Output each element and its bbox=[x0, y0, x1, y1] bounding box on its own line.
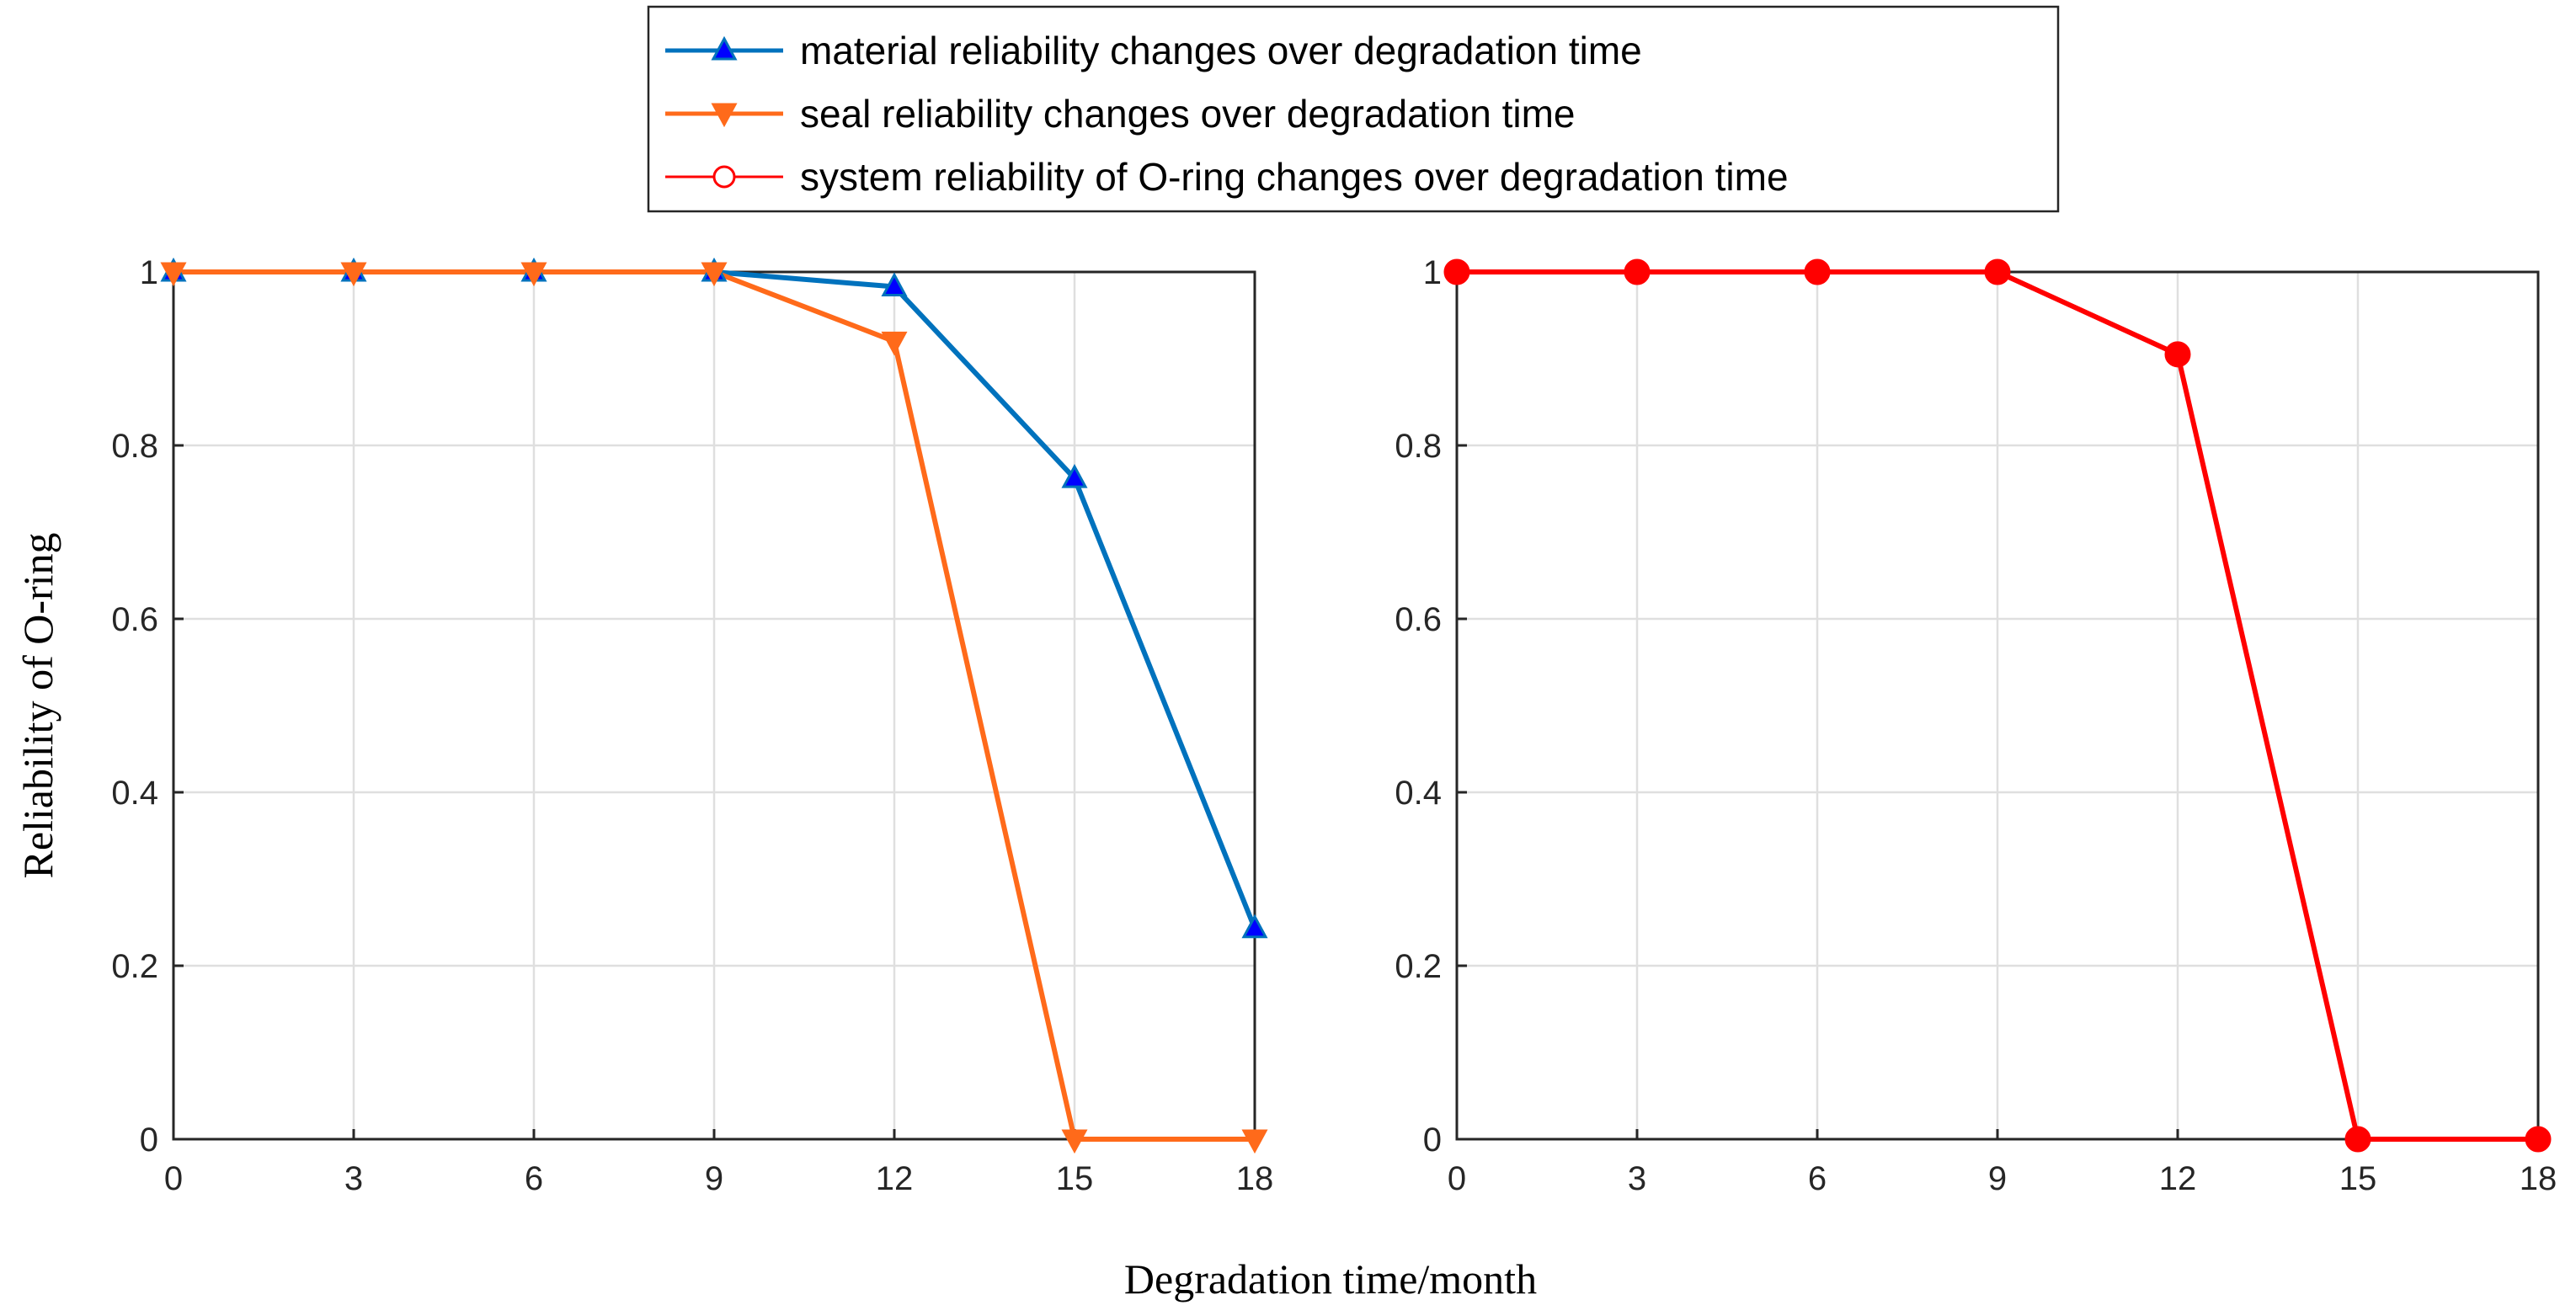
legend: material reliability changes over degrad… bbox=[647, 5, 2060, 213]
right-ytick-label: 0.4 bbox=[1395, 775, 1442, 812]
left-xtick-label: 0 bbox=[164, 1160, 183, 1197]
right-series-0-point bbox=[1624, 258, 1651, 285]
left-series-1-point bbox=[1061, 1129, 1088, 1154]
right-ytick-label: 0.8 bbox=[1395, 428, 1442, 465]
left-xtick-label: 3 bbox=[344, 1160, 363, 1197]
left-series-1-point bbox=[520, 262, 547, 287]
legend-entry-material: material reliability changes over degrad… bbox=[665, 29, 1642, 72]
legend-marker-seal bbox=[711, 103, 738, 128]
legend-label-system: system reliability of O-ring changes ove… bbox=[800, 155, 1789, 199]
y-axis-title: Reliability of O-ring bbox=[14, 532, 61, 878]
legend-marker-material bbox=[711, 35, 738, 61]
left-series-1-point bbox=[881, 331, 908, 356]
left-series-0-point bbox=[1241, 914, 1268, 939]
right-xtick-label: 6 bbox=[1808, 1160, 1827, 1197]
left-series bbox=[160, 257, 1268, 1154]
left-ytick-label: 0.2 bbox=[111, 948, 158, 985]
right-series-0-point bbox=[2525, 1126, 2552, 1153]
left-series-1-point bbox=[160, 262, 187, 287]
left-series-1-point bbox=[340, 262, 367, 287]
legend-entry-seal: seal reliability changes over degradatio… bbox=[665, 92, 1576, 136]
left-ytick-label: 0.8 bbox=[111, 428, 158, 465]
left-series-1-point bbox=[1241, 1129, 1268, 1154]
left-xtick-label: 12 bbox=[876, 1160, 914, 1197]
left-ytick-label: 1 bbox=[140, 254, 158, 291]
right-series bbox=[1443, 258, 2552, 1153]
right-xtick-label: 0 bbox=[1448, 1160, 1466, 1197]
left-ticks: 0 3 6 9 12 15 18 0 0.2 0.4 0.6 0.8 1 bbox=[111, 254, 1273, 1197]
right-ytick-label: 0.6 bbox=[1395, 601, 1442, 638]
right-series-0-point bbox=[2344, 1126, 2371, 1153]
left-ytick-label: 0.4 bbox=[111, 775, 158, 812]
right-series-0-point bbox=[1443, 258, 1470, 285]
right-xtick-label: 9 bbox=[1988, 1160, 2007, 1197]
right-series-0-point bbox=[2164, 341, 2191, 368]
left-xtick-label: 18 bbox=[1236, 1160, 1274, 1197]
right-series-0-point bbox=[1984, 258, 2011, 285]
right-ytick-label: 0.2 bbox=[1395, 948, 1442, 985]
right-xtick-label: 3 bbox=[1628, 1160, 1646, 1197]
left-series-0-point bbox=[1061, 463, 1088, 488]
right-xtick-label: 18 bbox=[2520, 1160, 2557, 1197]
legend-label-material: material reliability changes over degrad… bbox=[800, 29, 1642, 72]
right-xtick-label: 15 bbox=[2339, 1160, 2377, 1197]
left-xtick-label: 9 bbox=[705, 1160, 723, 1197]
right-ticks: 0 3 6 9 12 15 18 0 0.2 0.4 0.6 0.8 1 bbox=[1395, 254, 2557, 1197]
left-ytick-label: 0.6 bbox=[111, 601, 158, 638]
left-panel: 0 3 6 9 12 15 18 0 0.2 0.4 0.6 0.8 1 bbox=[111, 254, 1273, 1197]
legend-marker-system bbox=[712, 165, 736, 189]
legend-entry-system: system reliability of O-ring changes ove… bbox=[665, 155, 1789, 199]
left-series-1-point bbox=[701, 262, 728, 287]
right-xtick-label: 12 bbox=[2159, 1160, 2197, 1197]
left-xtick-label: 6 bbox=[525, 1160, 543, 1197]
left-xtick-label: 15 bbox=[1056, 1160, 1094, 1197]
legend-box bbox=[647, 5, 2060, 213]
x-axis-title: Degradation time/month bbox=[1124, 1255, 1537, 1303]
left-series-0-point bbox=[881, 272, 908, 297]
right-panel: 0 3 6 9 12 15 18 0 0.2 0.4 0.6 0.8 1 bbox=[1395, 254, 2557, 1197]
left-ytick-label: 0 bbox=[140, 1122, 158, 1159]
legend-label-seal: seal reliability changes over degradatio… bbox=[800, 92, 1576, 136]
right-series-0-point bbox=[1804, 258, 1831, 285]
right-ytick-label: 0 bbox=[1423, 1122, 1442, 1159]
right-ytick-label: 1 bbox=[1423, 254, 1442, 291]
